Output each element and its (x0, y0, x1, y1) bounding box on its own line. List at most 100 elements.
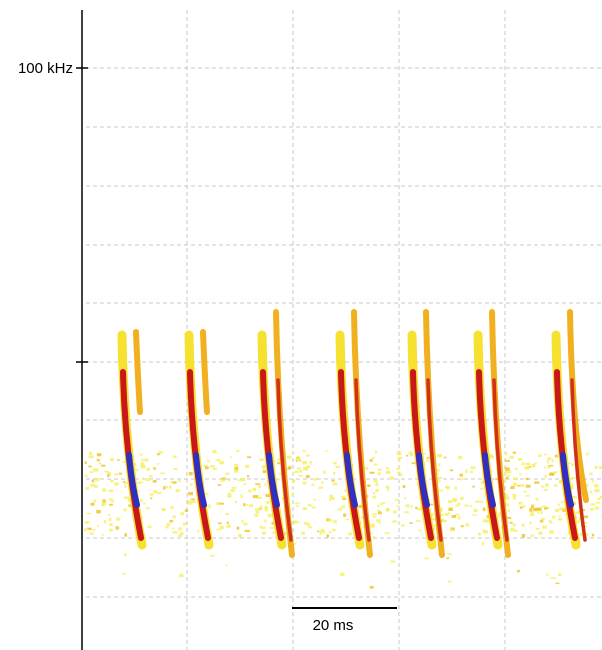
noise-speck (234, 469, 239, 473)
noise-speck (297, 467, 302, 470)
noise-speck (321, 481, 324, 484)
noise-speck (239, 533, 242, 537)
noise-speck (102, 499, 106, 503)
noise-band (84, 450, 602, 589)
noise-speck (504, 451, 508, 456)
noise-speck (150, 497, 153, 500)
noise-speck (451, 515, 456, 518)
noise-speck (447, 500, 453, 504)
noise-speck (331, 480, 335, 482)
noise-speck (454, 486, 458, 490)
noise-speck (345, 518, 350, 521)
noise-speck (187, 500, 191, 503)
noise-speck (458, 456, 462, 460)
noise-speck (259, 508, 262, 511)
noise-speck (411, 462, 416, 465)
noise-speck (267, 513, 273, 516)
noise-speck (254, 513, 259, 517)
noise-speck (590, 503, 596, 506)
noise-speck (582, 508, 586, 512)
noise-speck (328, 499, 332, 501)
noise-speck (530, 534, 535, 537)
noise-speck (507, 516, 512, 519)
noise-speck (379, 502, 383, 506)
noise-speck (259, 458, 265, 461)
noise-speck (369, 471, 375, 474)
noise-speck (549, 530, 554, 534)
noise-speck (482, 529, 487, 533)
noise-speck (170, 506, 174, 509)
noise-speck (488, 453, 492, 457)
noise-speck (108, 514, 111, 516)
noise-speck (179, 573, 184, 578)
noise-speck (546, 573, 549, 576)
noise-speck (475, 500, 479, 503)
noise-speck (203, 492, 209, 496)
noise-speck (101, 501, 106, 506)
noise-speck (512, 493, 517, 497)
noise-speck (109, 528, 113, 532)
noise-speck (539, 519, 544, 523)
noise-speck (344, 489, 349, 492)
noise-speck (550, 577, 556, 579)
noise-speck (188, 472, 193, 476)
noise-speck (333, 471, 336, 475)
noise-speck (245, 503, 248, 506)
noise-speck (448, 580, 452, 583)
noise-speck (227, 479, 231, 482)
noise-speck (90, 483, 95, 487)
noise-speck (241, 519, 244, 523)
noise-speck (109, 523, 113, 525)
call-peak (344, 452, 358, 508)
noise-speck (173, 468, 178, 470)
noise-speck (271, 521, 276, 525)
noise-speck (437, 453, 443, 458)
noise-speck (521, 523, 525, 527)
noise-speck (343, 513, 347, 517)
noise-speck (145, 468, 150, 471)
noise-speck (288, 465, 292, 470)
noise-speck (558, 515, 561, 518)
noise-speck (303, 522, 309, 525)
noise-speck (418, 529, 422, 532)
noise-speck (309, 461, 312, 465)
noise-speck (521, 462, 524, 466)
noise-speck (219, 525, 224, 530)
noise-speck (313, 498, 316, 501)
noise-speck (86, 512, 92, 515)
noise-speck (118, 472, 123, 475)
noise-speck (473, 508, 478, 513)
noise-speck (328, 531, 332, 533)
noise-speck (430, 513, 434, 517)
noise-speck (392, 510, 397, 514)
noise-speck (163, 486, 166, 490)
noise-speck (426, 458, 429, 462)
noise-speck (236, 450, 240, 453)
noise-speck (416, 507, 422, 511)
noise-speck (369, 459, 373, 462)
noise-speck (255, 510, 260, 514)
noise-speck (450, 527, 455, 531)
noise-speck (444, 513, 449, 517)
noise-speck (104, 470, 109, 473)
noise-speck (317, 530, 320, 533)
noise-speck (523, 467, 528, 470)
noise-speck (261, 526, 266, 530)
noise-speck (188, 492, 194, 496)
noise-speck (246, 475, 250, 478)
noise-speck (89, 471, 94, 474)
noise-speck (470, 466, 476, 470)
noise-speck (172, 515, 176, 519)
noise-speck (178, 527, 182, 531)
noise-speck (109, 517, 112, 522)
noise-speck (226, 521, 229, 524)
noise-speck (504, 496, 510, 500)
noise-speck (561, 501, 564, 504)
noise-speck (172, 481, 177, 484)
noise-speck (505, 477, 509, 480)
noise-speck (101, 504, 105, 507)
noise-speck (399, 473, 403, 477)
noise-speck (337, 508, 343, 511)
noise-speck (305, 475, 310, 479)
noise-speck (534, 507, 540, 511)
